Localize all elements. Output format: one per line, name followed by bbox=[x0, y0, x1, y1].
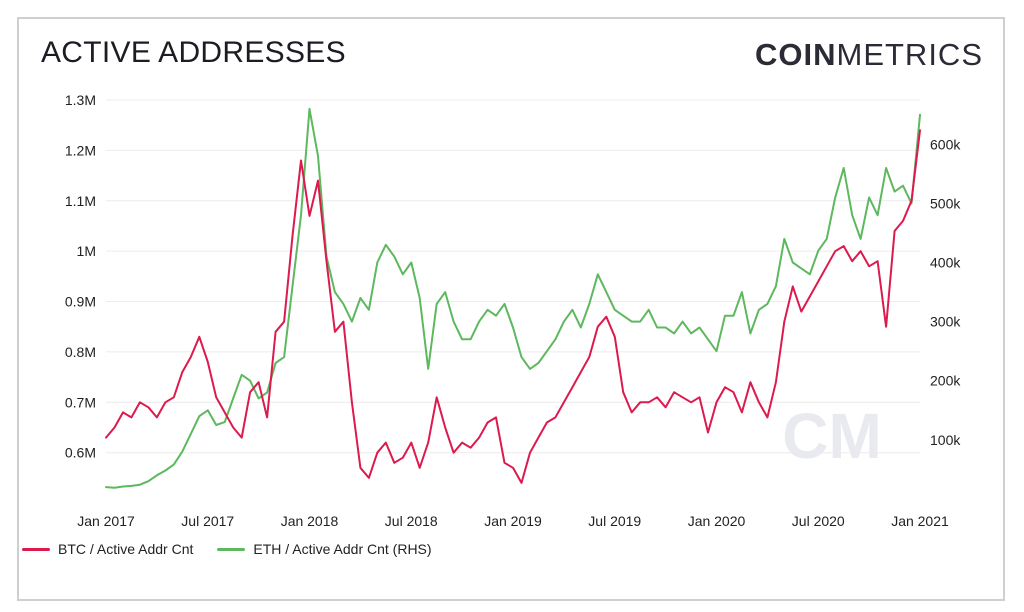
legend-label-btc: BTC / Active Addr Cnt bbox=[58, 541, 194, 557]
chart-title: ACTIVE ADDRESSES bbox=[41, 36, 346, 69]
y-left-tick-label: 0.9M bbox=[65, 294, 96, 310]
x-tick-label: Jul 2020 bbox=[792, 513, 845, 529]
x-tick-label: Jan 2021 bbox=[891, 513, 949, 529]
x-tick-label: Jan 2018 bbox=[281, 513, 339, 529]
btc-series-line bbox=[105, 129, 921, 484]
x-tick-label: Jan 2020 bbox=[688, 513, 746, 529]
series-lines bbox=[105, 107, 921, 489]
x-axis: Jan 2017 Jul 2017 Jan 2018 Jul 2018 Jan 2019… bbox=[77, 513, 949, 529]
legend-label-eth: ETH / Active Addr Cnt (RHS) bbox=[253, 541, 432, 557]
y-left-tick-label: 1M bbox=[77, 243, 96, 259]
eth-series-line bbox=[105, 107, 921, 489]
y-left-tick-label: 0.8M bbox=[65, 344, 96, 360]
cm-watermark: CM bbox=[782, 400, 882, 472]
y-right-tick-label: 500k bbox=[930, 195, 961, 211]
y-axis-right: 100k 200k 300k 400k 500k 600k bbox=[930, 136, 961, 447]
y-axis-left: 0.6M 0.7M 0.8M 0.9M 1M 1.1M 1.2M 1.3M bbox=[65, 92, 96, 461]
y-left-tick-label: 1.1M bbox=[65, 193, 96, 209]
y-left-tick-label: 1.2M bbox=[65, 142, 96, 158]
y-left-tick-label: 0.7M bbox=[65, 394, 96, 410]
legend-swatch-btc bbox=[22, 547, 50, 551]
x-tick-label: Jul 2018 bbox=[385, 513, 438, 529]
coinmetrics-logo: COINMETRICS bbox=[755, 37, 983, 72]
x-tick-label: Jan 2017 bbox=[77, 513, 135, 529]
y-right-tick-label: 200k bbox=[930, 373, 961, 389]
chart-card: ACTIVE ADDRESSES COINMETRICS bbox=[17, 17, 1005, 601]
y-left-tick-label: 0.6M bbox=[65, 445, 96, 461]
y-right-tick-label: 100k bbox=[930, 432, 961, 448]
y-left-tick-label: 1.3M bbox=[65, 92, 96, 108]
legend-item-eth[interactable]: ETH / Active Addr Cnt (RHS) bbox=[217, 541, 432, 557]
y-right-tick-label: 300k bbox=[930, 314, 961, 330]
legend-item-btc[interactable]: BTC / Active Addr Cnt bbox=[22, 541, 193, 557]
legend: BTC / Active Addr Cnt ETH / Active Addr … bbox=[22, 541, 432, 557]
y-right-tick-label: 600k bbox=[930, 136, 961, 152]
legend-swatch-eth bbox=[217, 547, 246, 551]
x-tick-label: Jul 2019 bbox=[588, 513, 641, 529]
grid-lines bbox=[106, 99, 920, 454]
y-right-tick-label: 400k bbox=[930, 255, 961, 271]
x-tick-label: Jul 2017 bbox=[181, 513, 234, 529]
x-tick-label: Jan 2019 bbox=[484, 513, 542, 529]
